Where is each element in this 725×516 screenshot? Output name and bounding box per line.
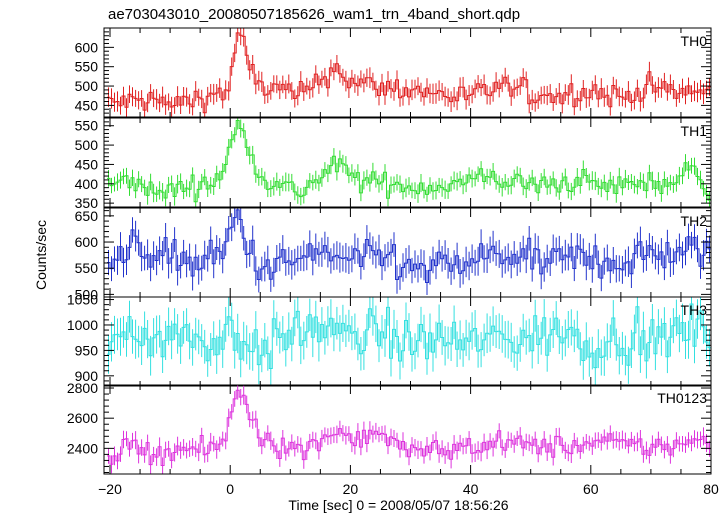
light-curve-th1: [107, 118, 711, 207]
y-tick-label: 400: [75, 176, 99, 192]
panel-frame: [103, 207, 712, 298]
y-tick-label: 450: [75, 97, 99, 113]
panel-frame: [103, 384, 712, 475]
x-axis-label: Time [sec] 0 = 2008/05/07 18:56:26: [288, 497, 508, 513]
y-tick-label: 2600: [67, 410, 98, 426]
panel-frame: [103, 27, 712, 118]
panel-th3: 900 950 1000 1050 TH3: [67, 292, 712, 387]
x-tick-label: 40: [463, 481, 479, 497]
light-curve-th0123: [107, 385, 711, 474]
light-curve-th3: [107, 297, 711, 386]
panel-th0: 450 500 550 600 TH0: [75, 27, 712, 118]
panel-th2: 500 550 600 650 TH2: [75, 207, 712, 302]
y-tick-label: 350: [75, 195, 99, 211]
series-th1-step: [107, 120, 711, 203]
panel-th0123: 2400 2600 2800 TH0123: [67, 380, 712, 475]
y-tick-label: 500: [75, 137, 99, 153]
panel-label-th3: TH3: [681, 302, 708, 318]
x-axis-tick-labels: −20 0 20 40 60 80: [98, 481, 719, 497]
y-tick-label: 500: [75, 286, 99, 302]
light-curve-th2: [107, 208, 711, 295]
series-th0123-step: [107, 389, 711, 466]
panel-th1: 350 400 450 500 550 TH1: [75, 117, 712, 211]
y-tick-label: 550: [75, 118, 99, 134]
panels-group: 450 500 550 600 TH0 350 400 450 500 550 TH1 500 550 6…: [67, 27, 712, 475]
x-tick-label: 60: [583, 481, 599, 497]
x-tick-label: 80: [703, 481, 719, 497]
y-tick-label: 900: [75, 368, 99, 384]
y-tick-label: 450: [75, 156, 99, 172]
y-tick-label: 550: [75, 260, 99, 276]
y-tick-label: 650: [75, 208, 99, 224]
y-tick-label: 1000: [67, 317, 98, 333]
y-tick-label: 1050: [67, 292, 98, 308]
y-tick-label: 550: [75, 59, 99, 75]
y-tick-label: 500: [75, 78, 99, 94]
panel-label-th0: TH0: [681, 33, 708, 49]
series-th0-step: [107, 32, 711, 114]
panel-label-th0123: TH0123: [657, 390, 707, 406]
y-tick-label: 2400: [67, 440, 98, 456]
y-tick-label: 2800: [67, 380, 98, 396]
panel-label-th1: TH1: [681, 123, 708, 139]
panel-frame: [103, 117, 712, 208]
series-th2-step: [107, 209, 711, 283]
light-curve-th0: [107, 28, 711, 117]
x-tick-label: −20: [98, 481, 122, 497]
panel-label-th2: TH2: [681, 213, 708, 229]
y-tick-label: 600: [75, 39, 99, 55]
series-th3-step: [107, 303, 711, 369]
plot-title: ae703043010_20080507185626_wam1_trn_4ban…: [108, 6, 520, 23]
x-tick-label: 20: [343, 481, 359, 497]
y-tick-label: 950: [75, 342, 99, 358]
x-tick-label: 0: [226, 481, 234, 497]
panel-frame: [103, 296, 712, 387]
y-axis-label: Counts/sec: [33, 220, 49, 290]
y-tick-label: 600: [75, 234, 99, 250]
